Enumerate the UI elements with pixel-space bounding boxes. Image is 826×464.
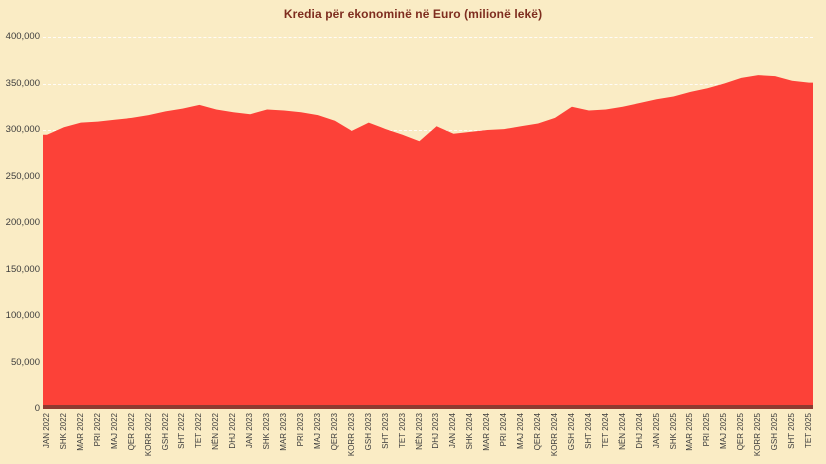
y-gridline: [43, 130, 813, 131]
x-tick-label: SHK 2024: [465, 413, 475, 450]
x-tick-label: TET 2022: [194, 413, 204, 448]
x-tick-label: JAN 2024: [448, 413, 458, 449]
chart-title: Kredia për ekonominë në Euro (milionë le…: [283, 7, 543, 21]
x-tick-label: QER 2024: [533, 413, 543, 451]
y-tick-label: 200,000: [5, 217, 40, 228]
x-tick-label: MAJ 2024: [516, 413, 526, 450]
area-series: [43, 75, 813, 409]
x-tick-label: GSH 2024: [566, 413, 576, 451]
y-gridline: [43, 37, 813, 38]
y-tick-label: 0: [34, 403, 40, 414]
x-tick-label: PRI 2022: [92, 413, 102, 447]
y-tick-label: 50,000: [10, 356, 40, 368]
x-tick-label: SHK 2022: [58, 413, 68, 450]
x-tick-label: MAJ 2022: [109, 413, 119, 450]
x-tick-label: GSH 2022: [160, 413, 170, 451]
x-tick-label: NËN 2024: [617, 413, 627, 450]
x-tick-label: MAR 2025: [685, 413, 695, 451]
x-tick-label: DHJ 2024: [634, 413, 644, 449]
x-tick-label: PRI 2025: [702, 413, 712, 447]
x-tick-label: SHT 2024: [583, 413, 593, 449]
y-gridline: [43, 83, 813, 85]
x-tick-label: JAN 2023: [245, 413, 255, 449]
x-tick-label: KORR 2022: [143, 413, 153, 457]
x-tick-label: SHK 2025: [668, 413, 678, 450]
y-tick-label: 250,000: [5, 170, 40, 182]
x-tick-label: PRI 2023: [296, 413, 305, 447]
x-tick-label: MAR 2024: [482, 413, 492, 451]
y-tick-label: 150,000: [5, 263, 40, 275]
x-tick-label: QER 2023: [329, 413, 339, 451]
x-tick-label: QER 2022: [126, 413, 136, 451]
y-tick-label: 400,000: [5, 31, 40, 42]
plot-area: [43, 37, 813, 409]
x-tick-label: PRI 2024: [499, 413, 509, 447]
y-tick-label: 300,000: [5, 124, 40, 135]
x-tick-label: MAR 2023: [279, 413, 289, 451]
x-tick-label: TET 2024: [600, 413, 610, 448]
x-tick-label: SHT 2023: [380, 413, 390, 449]
y-tick-label: 350,000: [5, 77, 40, 89]
x-axis-line: [43, 405, 813, 409]
x-tick-label: NËN 2022: [211, 413, 221, 450]
x-tick-label: MAJ 2023: [312, 413, 322, 450]
x-tick-label: MAJ 2025: [719, 413, 729, 450]
x-tick-label: SHT 2022: [177, 413, 187, 449]
x-tick-label: QER 2025: [736, 413, 746, 451]
area-series-shape: [43, 75, 813, 409]
x-tick-label: NËN 2023: [414, 413, 424, 450]
x-tick-label: DHJ 2022: [228, 413, 238, 449]
x-tick-label: MAR 2022: [75, 413, 85, 451]
x-tick-label: SHK 2023: [262, 413, 272, 450]
x-tick-label: JAN 2025: [651, 413, 661, 449]
y-tick-label: 100,000: [5, 310, 40, 321]
x-tick-label: KORR 2023: [346, 413, 356, 457]
x-tick-label: KORR 2025: [753, 413, 763, 457]
x-tick-label: GSH 2023: [363, 413, 373, 451]
x-tick-label: KORR 2024: [550, 413, 559, 457]
x-tick-label: TET 2025: [804, 413, 813, 448]
x-tick-label: JAN 2022: [42, 413, 51, 449]
x-tick-label: TET 2023: [397, 413, 407, 448]
x-tick-label: GSH 2025: [770, 413, 780, 451]
x-tick-label: SHT 2025: [787, 413, 797, 449]
x-tick-label: DHJ 2023: [431, 413, 441, 449]
